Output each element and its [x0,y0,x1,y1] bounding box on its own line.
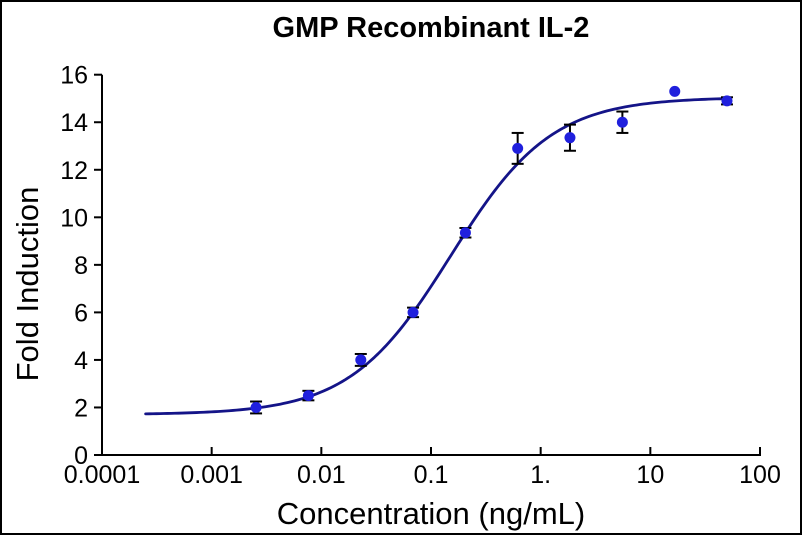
data-point [250,401,262,413]
chart-title: GMP Recombinant IL-2 [272,12,590,44]
x-tick-label: 1. [530,461,551,489]
x-tick-label: 0.1 [414,461,449,489]
data-point [407,306,419,318]
x-axis-title: Concentration (ng/mL) [276,496,586,531]
x-tick-label: 100 [739,461,781,489]
x-tick-label: 10 [636,461,664,489]
y-tick-label: 8 [74,252,88,280]
data-point [512,142,524,154]
data-point [459,227,471,239]
fit-curve [144,97,729,416]
data-point [355,354,367,366]
x-tick-label: 0.001 [180,461,243,489]
y-tick-label: 2 [74,394,88,422]
y-tick-label: 12 [60,157,88,185]
y-tick-label: 6 [74,299,88,327]
x-tick-label: 0.0001 [64,461,140,489]
data-point [564,132,576,144]
y-tick-label: 14 [60,109,88,137]
data-point [302,390,314,402]
data-point [721,95,733,107]
data-point [669,85,681,97]
x-tick-label: 0.01 [297,461,346,489]
y-tick-label: 4 [74,347,88,375]
y-tick-label: 0 [74,442,88,470]
y-tick-label: 10 [60,204,88,232]
data-point [616,116,628,128]
y-tick-label: 16 [60,62,88,90]
